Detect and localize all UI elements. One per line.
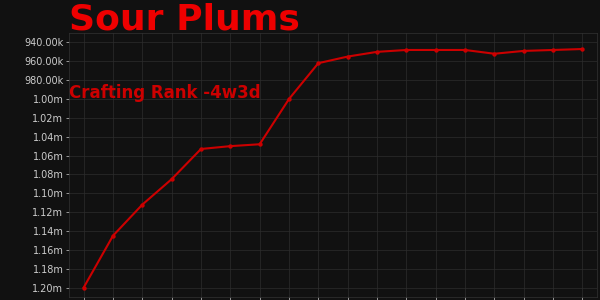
Point: [490, 51, 499, 56]
Text: Crafting Rank -4w3d: Crafting Rank -4w3d: [69, 84, 260, 102]
Point: [343, 54, 352, 59]
Point: [519, 49, 529, 53]
Point: [255, 142, 265, 147]
Point: [314, 61, 323, 66]
Point: [137, 202, 147, 207]
Point: [401, 48, 411, 52]
Point: [226, 144, 235, 148]
Text: Sour Plums: Sour Plums: [69, 3, 300, 37]
Point: [460, 48, 470, 52]
Point: [196, 147, 206, 152]
Point: [578, 46, 587, 51]
Point: [79, 285, 88, 290]
Point: [548, 48, 558, 52]
Point: [284, 97, 294, 101]
Point: [431, 48, 440, 52]
Point: [167, 177, 176, 182]
Point: [108, 233, 118, 238]
Point: [372, 50, 382, 54]
